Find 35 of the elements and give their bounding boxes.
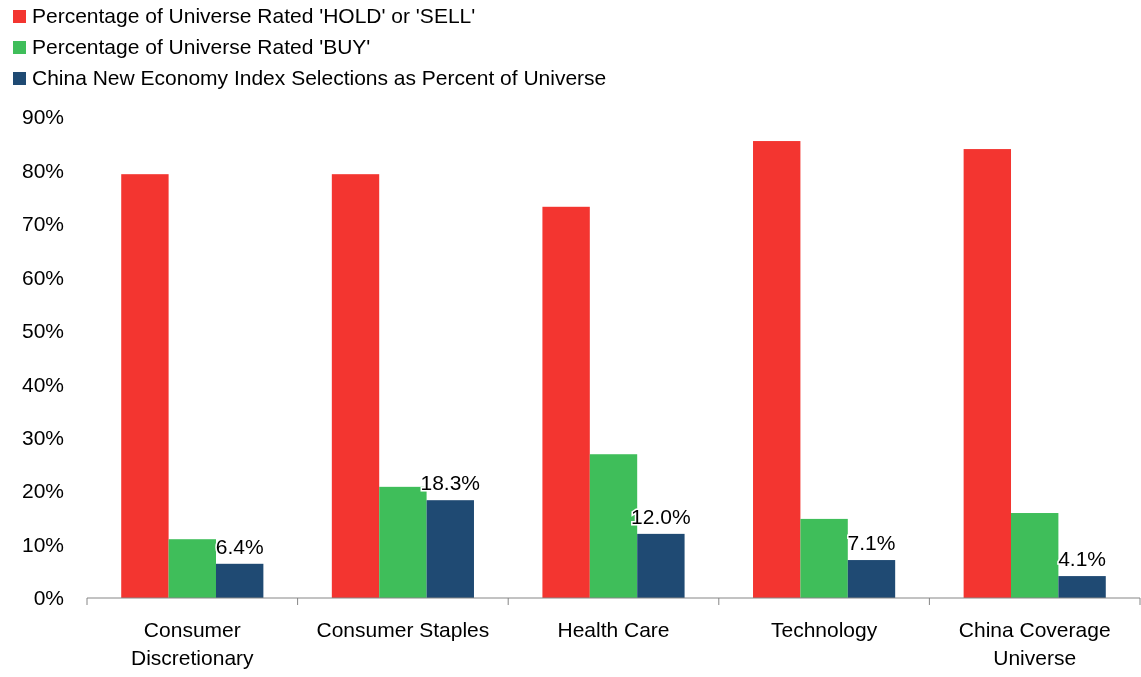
data-label: 4.1% [1058, 547, 1107, 571]
y-tick-label: 20% [21, 479, 64, 503]
legend-label: China New Economy Index Selections as Percent of Universe [32, 66, 607, 89]
bar [215, 563, 264, 598]
data-label: 18.3% [420, 471, 481, 495]
legend-label: Percentage of Universe Rated 'BUY' [32, 35, 371, 58]
legend-label: Percentage of Universe Rated 'HOLD' or 'SELL' [32, 4, 476, 27]
data-label: 7.1% [847, 531, 896, 555]
x-tick-label: Health Care [557, 618, 670, 641]
bar [753, 141, 801, 598]
bar [847, 560, 896, 598]
bar [800, 518, 848, 598]
x-tick-label: China Coverage Universe [958, 618, 1111, 669]
y-tick-label: 0% [33, 586, 64, 610]
y-tick-label: 50% [21, 319, 64, 343]
bar [426, 500, 474, 598]
x-tick-label: Consumer Staples [316, 618, 490, 641]
y-tick-label: 30% [21, 426, 64, 450]
y-tick-label: 90% [21, 105, 64, 129]
bar [963, 149, 1012, 598]
bar [637, 533, 685, 598]
y-tick-label: 60% [21, 265, 64, 289]
y-tick-label: 70% [21, 212, 64, 236]
y-tick-label: 10% [21, 532, 64, 556]
bar [121, 174, 169, 598]
bar [168, 539, 216, 598]
y-tick-label: 40% [21, 372, 64, 396]
y-tick-label: 80% [21, 158, 64, 182]
bar [331, 174, 380, 598]
x-tick-label: Technology [770, 618, 878, 641]
bar [1058, 576, 1106, 598]
bar [1011, 513, 1059, 598]
data-label: 6.4% [215, 534, 264, 558]
bar [542, 206, 590, 598]
x-tick-label: Consumer Discretionary [131, 618, 255, 669]
